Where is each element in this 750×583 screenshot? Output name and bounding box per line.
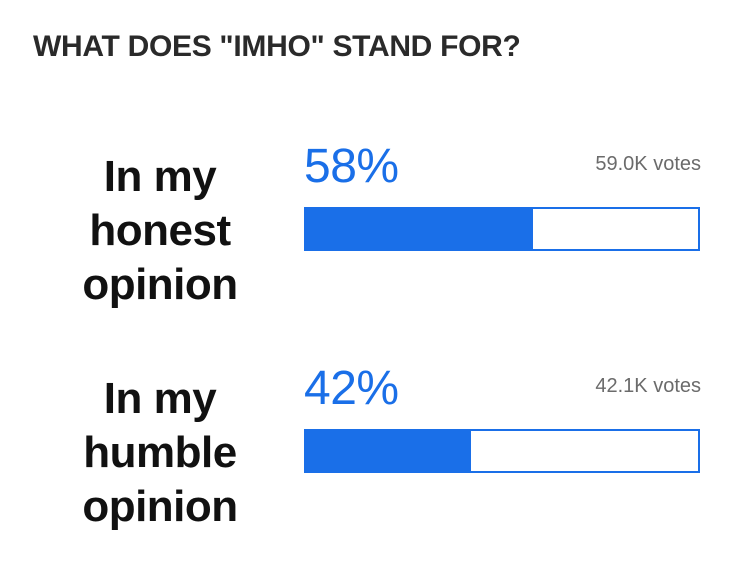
progress-bar-fill: [306, 209, 534, 249]
option-percent: 42%: [304, 362, 399, 415]
poll-option-honest[interactable]: In my honest opinion 58% 59.0K votes: [0, 0, 750, 310]
option-label-line: In my: [103, 152, 217, 201]
option-label-line: honest: [89, 206, 231, 255]
option-percent: 58%: [304, 140, 399, 193]
poll-question: WHAT DOES "IMHO" STAND FOR?: [33, 30, 521, 63]
progress-bar: [304, 207, 700, 251]
option-label: In my humble opinion: [40, 372, 280, 534]
progress-bar: [304, 429, 700, 473]
option-label-line: humble: [83, 428, 237, 477]
option-vote-count: 59.0K votes: [595, 153, 701, 175]
option-label: In my honest opinion: [40, 150, 280, 312]
progress-bar-fill: [306, 431, 471, 471]
option-label-line: opinion: [82, 482, 238, 531]
option-label-line: opinion: [82, 260, 238, 309]
option-vote-count: 42.1K votes: [595, 375, 701, 397]
option-label-line: In my: [103, 374, 217, 423]
poll-option-humble[interactable]: In my humble opinion 42% 42.1K votes: [0, 0, 750, 532]
